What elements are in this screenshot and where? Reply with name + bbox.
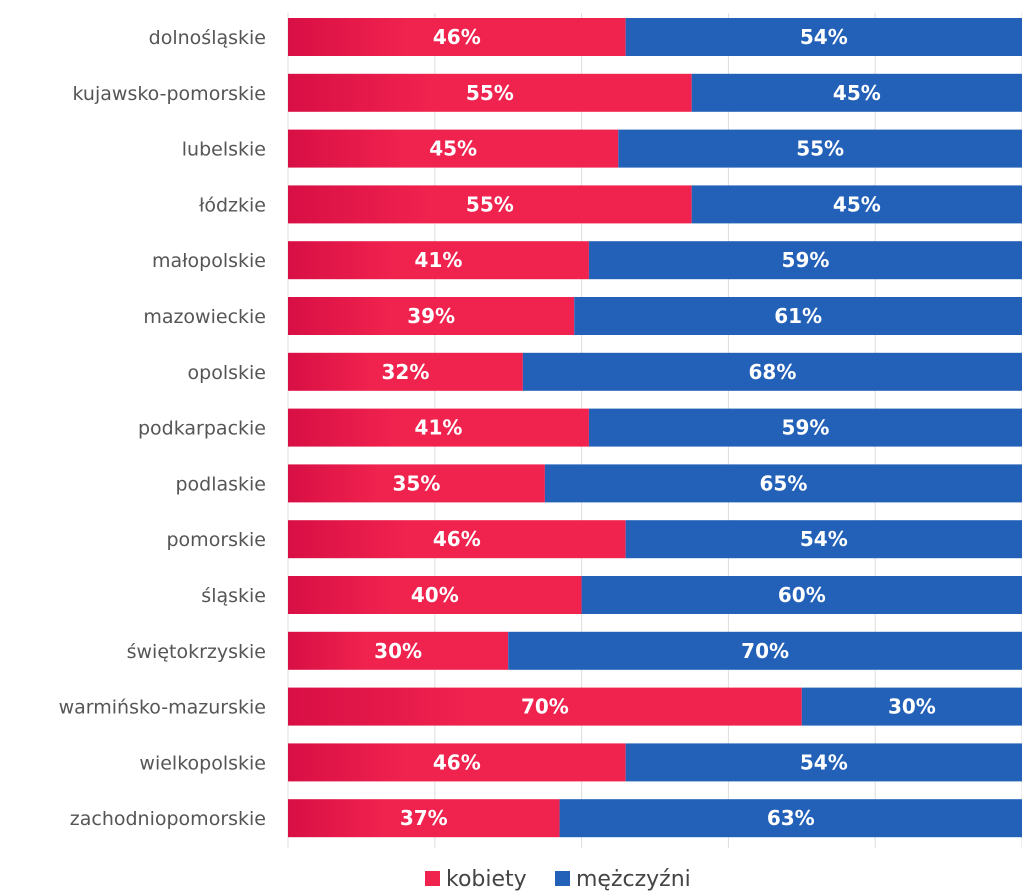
data-label-kobiety: 41% <box>415 416 463 440</box>
bar-mezczyzni <box>625 18 1022 56</box>
data-label-kobiety: 46% <box>433 750 481 774</box>
data-label-kobiety: 41% <box>415 248 463 272</box>
data-label-kobiety: 30% <box>374 639 422 663</box>
data-label-mezczyzni: 59% <box>782 416 830 440</box>
legend-label-kobiety: kobiety <box>446 867 527 891</box>
data-label-kobiety: 46% <box>433 25 481 49</box>
data-label-mezczyzni: 65% <box>760 471 808 495</box>
data-label-kobiety: 55% <box>466 192 514 216</box>
category-label: łódzkie <box>199 194 266 216</box>
category-label: lubelskie <box>182 139 266 161</box>
data-label-kobiety: 45% <box>429 137 477 161</box>
bar-mezczyzni <box>588 408 1022 447</box>
bar-kobiety <box>288 799 560 838</box>
bar-mezczyzni <box>522 352 1022 391</box>
category-label: wielkopolskie <box>139 752 266 774</box>
bar-kobiety <box>288 631 509 670</box>
data-label-kobiety: 40% <box>411 583 459 607</box>
data-label-kobiety: 32% <box>382 360 430 384</box>
data-label-mezczyzni: 59% <box>782 248 830 272</box>
data-label-kobiety: 37% <box>400 806 448 830</box>
bar-kobiety <box>288 576 582 614</box>
data-label-mezczyzni: 54% <box>800 25 848 49</box>
bar-kobiety <box>288 73 692 112</box>
bar-mezczyzni <box>588 241 1022 280</box>
bar-mezczyzni <box>574 297 1022 335</box>
bar-kobiety <box>288 464 545 503</box>
category-label: podlaskie <box>175 473 266 495</box>
bar-kobiety <box>288 687 802 726</box>
data-label-mezczyzni: 68% <box>749 360 797 384</box>
bar-kobiety <box>288 297 575 335</box>
bar-mezczyzni <box>691 73 1022 112</box>
bars: 46% 54% 55% 45% 45% 55% 55% 45% 41% 59% 39% 61% 32% 6… <box>288 18 1022 838</box>
category-label: zachodniopomorskie <box>70 808 266 830</box>
data-label-kobiety: 70% <box>521 695 569 719</box>
category-label: małopolskie <box>152 250 266 272</box>
category-label: pomorskie <box>167 529 267 551</box>
bar-kobiety <box>288 129 619 168</box>
bar-mezczyzni <box>559 799 1022 838</box>
bar-kobiety <box>288 520 626 559</box>
category-label: dolnośląskie <box>149 27 266 49</box>
data-label-mezczyzni: 30% <box>888 695 936 719</box>
bar-kobiety <box>288 408 589 447</box>
bar-mezczyzni <box>625 743 1022 782</box>
data-label-mezczyzni: 63% <box>767 806 815 830</box>
data-label-kobiety: 46% <box>433 527 481 551</box>
legend-label-mezczyzni: mężczyźni <box>576 867 691 891</box>
legend: kobiety mężczyźni <box>425 867 691 891</box>
category-label: podkarpackie <box>138 418 266 440</box>
bar-mezczyzni <box>508 631 1022 670</box>
data-label-mezczyzni: 70% <box>741 639 789 663</box>
legend-swatch-kobiety <box>425 871 440 886</box>
data-label-mezczyzni: 60% <box>778 583 826 607</box>
bar-mezczyzni <box>544 464 1022 503</box>
bar-mezczyzni <box>691 185 1022 224</box>
data-label-mezczyzni: 45% <box>833 192 881 216</box>
data-label-mezczyzni: 61% <box>774 304 822 328</box>
bar-kobiety <box>288 241 589 280</box>
category-label: kujawsko-pomorskie <box>73 83 266 105</box>
bar-kobiety <box>288 743 626 782</box>
category-label: śląskie <box>201 585 266 607</box>
bar-mezczyzni <box>625 520 1022 559</box>
category-labels: dolnośląskie kujawsko-pomorskie lubelskie ł… <box>59 27 266 830</box>
data-label-mezczyzni: 55% <box>796 137 844 161</box>
data-label-mezczyzni: 45% <box>833 81 881 105</box>
category-label: opolskie <box>188 362 266 384</box>
data-label-kobiety: 39% <box>407 304 455 328</box>
bar-kobiety <box>288 352 523 391</box>
data-label-mezczyzni: 54% <box>800 527 848 551</box>
bar-mezczyzni <box>618 129 1022 168</box>
data-label-mezczyzni: 54% <box>800 750 848 774</box>
category-label: mazowieckie <box>143 306 266 328</box>
data-label-kobiety: 35% <box>393 471 441 495</box>
data-label-kobiety: 55% <box>466 81 514 105</box>
legend-swatch-mezczyzni <box>555 871 570 886</box>
bar-kobiety <box>288 18 626 56</box>
category-label: warmińsko-mazurskie <box>59 697 266 719</box>
category-label: świętokrzyskie <box>127 641 266 663</box>
bar-mezczyzni <box>801 687 1022 726</box>
bar-kobiety <box>288 185 692 224</box>
bar-mezczyzni <box>581 576 1022 614</box>
